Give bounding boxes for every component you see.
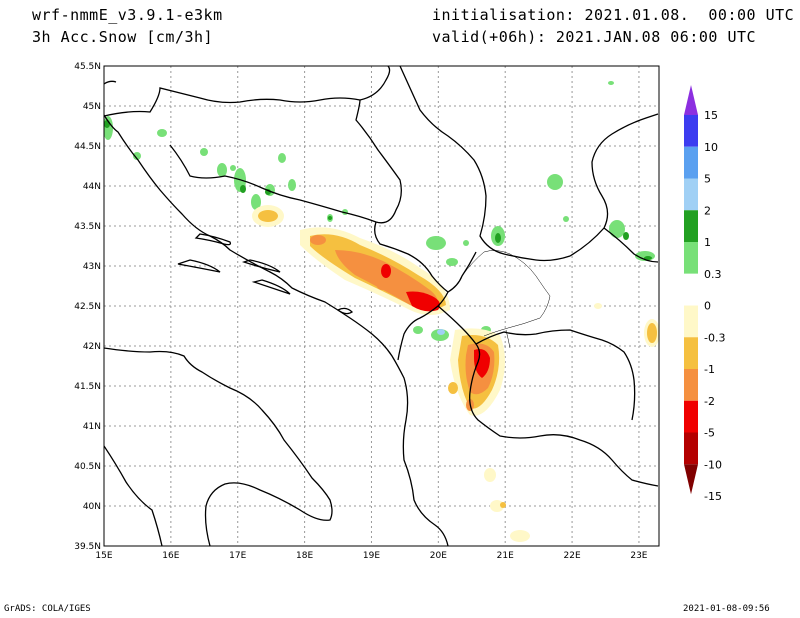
legend-swatch [684,400,698,433]
legend-label: -0.3 [704,331,725,344]
legend-swatch [684,305,698,338]
lon-tick-label: 20E [430,551,447,561]
footer-credit: GrADS: COLA/IGES [4,604,91,614]
legend-swatch [684,242,698,274]
snow-field [104,81,659,542]
lat-tick-label: 43.5N [74,222,101,232]
lat-tick-labels: 45.5N 45N 44.5N 44N 43.5N 43N 42.5N 42N 41.5N 41N… [74,62,101,552]
map-frame [103,65,660,547]
legend-arrow-bottom [684,464,698,495]
lon-tick-label: 17E [229,551,246,561]
lat-tick-label: 41.5N [74,382,101,392]
legend-label: 1 [704,236,711,249]
legend-swatch [684,337,698,369]
legend-label: 0.3 [704,268,722,281]
legend-label: -5 [704,427,715,440]
legend-label: 15 [704,109,718,122]
lat-tick-label: 39.5N [74,542,101,552]
legend-swatch [684,432,698,465]
lon-tick-label: 16E [162,551,179,561]
legend-label: -2 [704,395,715,408]
legend-label: 5 [704,173,711,186]
lat-tick-label: 42.5N [74,302,101,312]
lon-tick-label: 21E [497,551,514,561]
legend-label: -15 [704,490,722,503]
province-borders [461,250,551,349]
model-title: wrf-nmmE_v3.9.1-e3km [32,6,223,24]
init-time: initialisation: 2021.01.08. 00:00 UTC [432,6,795,24]
legend-arrow-top [684,85,698,115]
legend-label: -1 [704,363,715,376]
field-title: 3h Acc.Snow [cm/3h] [32,28,214,46]
lon-tick-labels: 15E 16E 17E 18E 19E 20E 21E 22E 23E [95,551,647,561]
lat-tick-label: 41N [83,422,101,432]
lat-tick-label: 43N [83,262,101,272]
legend-swatch [684,210,698,242]
legend-swatch [684,369,698,401]
legend-label: 2 [704,204,711,217]
color-legend: 15 10 5 2 1 0.3 0 -0.3 -1 -2 -5 -10 -15 [684,85,725,503]
lon-tick-label: 22E [564,551,581,561]
legend-swatch [684,115,698,147]
lon-tick-label: 18E [296,551,313,561]
lat-tick-label: 45N [83,102,101,112]
legend-swatch [684,146,698,179]
lat-tick-label: 44N [83,182,101,192]
legend-label: 0 [704,300,711,313]
legend-swatch [684,178,698,211]
footer-timestamp: 2021-01-08-09:56 [683,604,770,614]
lon-tick-label: 15E [95,551,112,561]
lat-tick-label: 44.5N [74,142,101,152]
coastlines [104,80,449,546]
valid-time: valid(+06h): 2021.JAN.08 06:00 UTC [432,28,757,46]
map-grid [104,66,659,546]
lat-tick-label: 45.5N [74,62,101,72]
lat-tick-label: 40.5N [74,462,101,472]
lat-tick-label: 42N [83,342,101,352]
lat-tick-label: 40N [83,502,101,512]
lon-tick-label: 23E [630,551,647,561]
legend-swatch [684,273,698,306]
legend-label: -10 [704,458,722,471]
lon-tick-label: 19E [363,551,380,561]
legend-label: 10 [704,141,718,154]
